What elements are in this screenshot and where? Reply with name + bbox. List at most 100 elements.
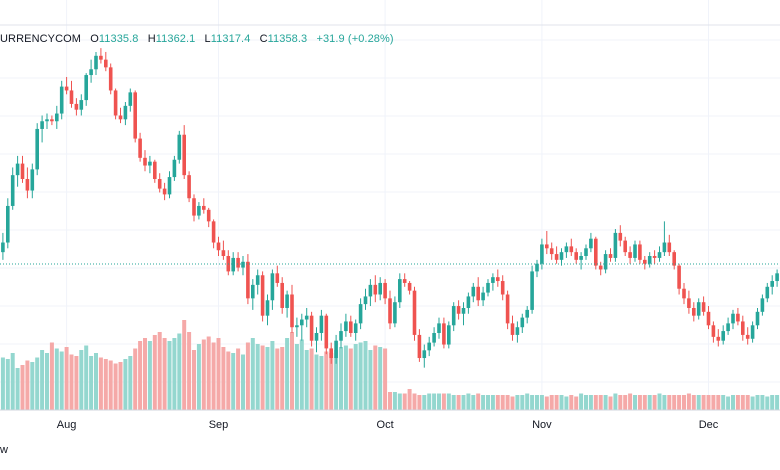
candle-body	[461, 307, 466, 314]
volume-bar	[147, 341, 152, 410]
candle-body	[74, 103, 79, 110]
candle-body	[535, 263, 539, 272]
candle-body	[236, 257, 240, 268]
candle-body	[241, 261, 245, 268]
volume-bar	[745, 395, 750, 410]
volume-bar	[290, 332, 294, 410]
candle-body	[466, 296, 471, 308]
candle-body	[500, 281, 505, 295]
candle-body	[378, 282, 382, 295]
volume-bar	[456, 395, 461, 410]
candle-body	[706, 311, 711, 326]
candle-body	[363, 296, 368, 305]
volume-bar	[123, 359, 128, 410]
volume-bar	[79, 350, 84, 410]
candle-body	[451, 306, 456, 326]
volume-bar	[750, 396, 755, 410]
candle-body	[246, 261, 250, 299]
volume-bar	[329, 353, 334, 410]
candle-body	[192, 198, 196, 216]
candle-body	[760, 298, 765, 312]
candle-body	[515, 327, 520, 335]
x-tick-label: Nov	[532, 419, 552, 431]
volume-bar	[143, 338, 147, 410]
volume-bar	[192, 350, 196, 410]
volume-bar	[584, 395, 588, 410]
candle-body	[69, 90, 74, 104]
low-value: 11317.4	[210, 33, 251, 45]
candle-body	[373, 284, 378, 295]
candle-body	[427, 342, 431, 351]
volume-bar	[35, 357, 40, 410]
candle-body	[540, 244, 544, 264]
volume-bar	[427, 393, 432, 410]
volume-bar	[20, 365, 25, 410]
candle-body	[662, 242, 667, 253]
volume-bar	[0, 357, 5, 410]
candle-body	[603, 254, 608, 270]
candle-body	[319, 315, 324, 333]
candle-body	[545, 244, 549, 249]
candle-body	[162, 188, 167, 195]
x-tick-label: Aug	[57, 419, 77, 431]
candle-body	[696, 302, 701, 316]
volume-bar	[608, 396, 613, 410]
volume-bar	[593, 395, 598, 410]
candle-body	[579, 256, 583, 260]
high-value: 11362.1	[155, 33, 196, 45]
volume-bar	[108, 360, 113, 410]
candle-body	[647, 256, 652, 264]
candle-body	[290, 294, 294, 328]
volume-bar	[510, 396, 515, 410]
candle-body	[745, 334, 750, 339]
volume-bar	[133, 348, 138, 410]
candle-body	[496, 277, 500, 282]
volume-bar	[721, 395, 726, 410]
candle-body	[339, 331, 343, 341]
volume-bar	[422, 395, 427, 410]
x-tick-label: Sep	[209, 419, 229, 431]
volume-bar	[368, 350, 373, 410]
volume-bar	[74, 356, 79, 410]
candle-body	[736, 313, 740, 322]
volume-bar	[30, 362, 35, 410]
volume-bar	[226, 351, 231, 410]
volume-bar	[294, 344, 299, 410]
candle-body	[741, 321, 745, 335]
brand-text: w	[0, 444, 8, 456]
volume-bar	[94, 353, 98, 410]
candlesticks	[1, 48, 779, 368]
candle-body	[143, 157, 147, 166]
candle-body	[569, 246, 574, 253]
candle-body	[437, 323, 441, 333]
close-label: C	[259, 33, 268, 45]
candle-body	[349, 321, 353, 333]
candle-body	[388, 298, 392, 324]
volume-bar	[760, 395, 765, 410]
volume-bar	[69, 354, 74, 410]
volume-bar	[559, 395, 564, 410]
candle-body	[638, 244, 642, 260]
x-axis: AugSepOctNovDec2023	[0, 409, 780, 431]
volume-bar	[495, 395, 500, 410]
volume-bar	[682, 395, 686, 410]
volume-bar	[775, 395, 780, 410]
volume-bar	[417, 395, 422, 410]
volume-bar	[182, 320, 187, 410]
volume-bar	[138, 341, 143, 410]
volume-bar	[397, 393, 402, 410]
volume-bar	[236, 348, 241, 410]
candle-body	[677, 265, 681, 289]
volume-bar	[392, 392, 397, 410]
candle-body	[55, 113, 59, 122]
candle-body	[505, 294, 510, 324]
candle-body	[456, 306, 461, 314]
volume-bar	[309, 348, 314, 410]
candle-body	[510, 323, 515, 335]
volume-bar	[412, 393, 417, 410]
volume-bar	[770, 395, 775, 410]
volume-bars	[0, 320, 780, 410]
volume-bar	[755, 395, 760, 410]
volume-bar	[201, 339, 206, 410]
